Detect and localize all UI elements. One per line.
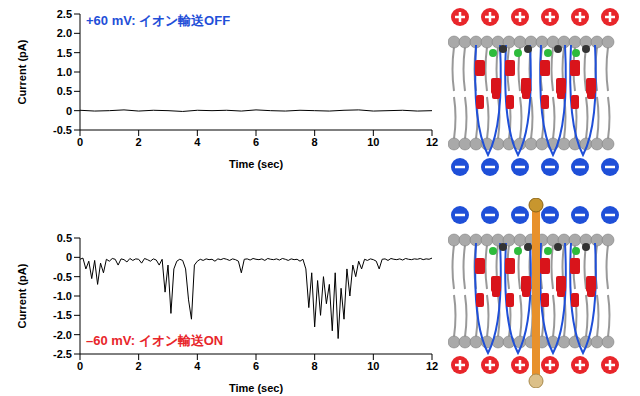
svg-text:-2.0: -2.0 bbox=[53, 329, 72, 341]
svg-text:Current (pA): Current (pA) bbox=[16, 263, 28, 328]
svg-text:-1.0: -1.0 bbox=[53, 290, 72, 302]
svg-text:8: 8 bbox=[312, 360, 318, 372]
svg-text:10: 10 bbox=[367, 360, 379, 372]
svg-text:0.5: 0.5 bbox=[57, 232, 72, 244]
svg-text:10: 10 bbox=[367, 136, 379, 148]
svg-text:6: 6 bbox=[253, 136, 259, 148]
svg-text:2: 2 bbox=[136, 136, 142, 148]
svg-text:2.5: 2.5 bbox=[57, 8, 72, 20]
svg-text:0: 0 bbox=[66, 251, 72, 263]
svg-text:Time (sec): Time (sec) bbox=[229, 158, 284, 170]
svg-text:-0.5: -0.5 bbox=[53, 271, 72, 283]
html-text:–60 mV: イオン輸送ON: –60 mV: イオン輸送ON bbox=[86, 333, 224, 348]
svg-text:0: 0 bbox=[66, 105, 72, 117]
svg-text:0: 0 bbox=[77, 360, 83, 372]
svg-text:Current (pA): Current (pA) bbox=[16, 39, 28, 104]
svg-text:12: 12 bbox=[426, 360, 438, 372]
html-text:+60 mV: イオン輸送OFF: +60 mV: イオン輸送OFF bbox=[86, 13, 231, 28]
svg-text:4: 4 bbox=[194, 136, 201, 148]
svg-text:-1.5: -1.5 bbox=[53, 309, 72, 321]
svg-text:4: 4 bbox=[194, 360, 201, 372]
svg-text:2: 2 bbox=[136, 360, 142, 372]
svg-text:-0.5: -0.5 bbox=[53, 124, 72, 136]
svg-text:12: 12 bbox=[426, 136, 438, 148]
svg-text:0.5: 0.5 bbox=[57, 85, 72, 97]
svg-text:6: 6 bbox=[253, 360, 259, 372]
svg-text:2.0: 2.0 bbox=[57, 27, 72, 39]
svg-text:-2.5: -2.5 bbox=[53, 348, 72, 360]
svg-text:1.0: 1.0 bbox=[57, 66, 72, 78]
svg-text:8: 8 bbox=[312, 136, 318, 148]
svg-text:1.5: 1.5 bbox=[57, 47, 72, 59]
svg-text:0: 0 bbox=[77, 136, 83, 148]
svg-text:Time (sec): Time (sec) bbox=[229, 382, 284, 394]
